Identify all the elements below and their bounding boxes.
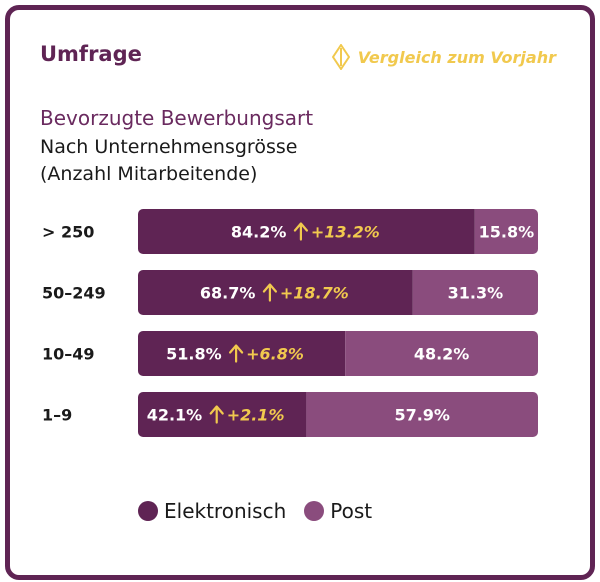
- category-label: 1–9: [42, 406, 72, 425]
- change-label: +2.1%: [227, 406, 285, 425]
- legend-swatch-post: [304, 501, 325, 521]
- bar-post: [306, 392, 538, 437]
- up-down-arrow-icon: [331, 44, 350, 70]
- legend-item-electronic: Elektronisch: [138, 499, 286, 523]
- change-label: +6.8%: [246, 345, 304, 364]
- legend-item-post: Post: [304, 499, 372, 523]
- bar-electronic: [138, 331, 346, 376]
- data-label-electronic: 68.7%: [200, 284, 256, 303]
- kicker-label: Umfrage: [40, 42, 142, 66]
- data-label-post: 57.9%: [394, 406, 450, 425]
- bar-electronic: [138, 209, 475, 254]
- data-label-post: 15.8%: [479, 223, 535, 242]
- chart-subtitle-line: Nach Unternehmensgrösse: [40, 136, 298, 158]
- chart-title: Bevorzugte Bewerbungsart: [40, 106, 314, 130]
- data-label-electronic: 51.8%: [166, 345, 222, 364]
- bar-post: [412, 270, 538, 315]
- legend-label-post: Post: [330, 499, 373, 523]
- arrow-up-icon: [262, 283, 277, 302]
- arrow-up-icon: [229, 344, 244, 363]
- arrow-up-icon: [293, 222, 308, 241]
- compare-text: Vergleich zum Vorjahr: [357, 47, 556, 67]
- legend-swatch-electronic: [138, 501, 158, 521]
- legend: Elektronisch Post: [138, 499, 390, 523]
- legend-label-electronic: Elektronisch: [164, 499, 287, 523]
- data-label-post: 48.2%: [414, 345, 470, 364]
- bar-electronic: [138, 392, 307, 437]
- bar-post: [474, 209, 538, 254]
- change-label: +13.2%: [311, 223, 380, 242]
- compare-label: Vergleich zum Vorjahr: [331, 44, 556, 70]
- data-label-electronic: 42.1%: [147, 406, 203, 425]
- data-label-post: 31.3%: [448, 284, 504, 303]
- category-label: 50–249: [42, 284, 106, 303]
- category-label: > 250: [42, 223, 94, 242]
- change-label: +18.7%: [280, 284, 349, 303]
- arrow-up-icon: [209, 405, 224, 424]
- bar-electronic: [138, 270, 413, 315]
- data-label-electronic: 84.2%: [231, 223, 287, 242]
- chart-subtitle: Nach Unternehmensgrösse (Anzahl Mitarbeit…: [40, 134, 297, 188]
- chart-subtitle-line: (Anzahl Mitarbeitende): [40, 163, 258, 185]
- category-label: 10–49: [42, 345, 95, 364]
- bar-post: [345, 331, 538, 376]
